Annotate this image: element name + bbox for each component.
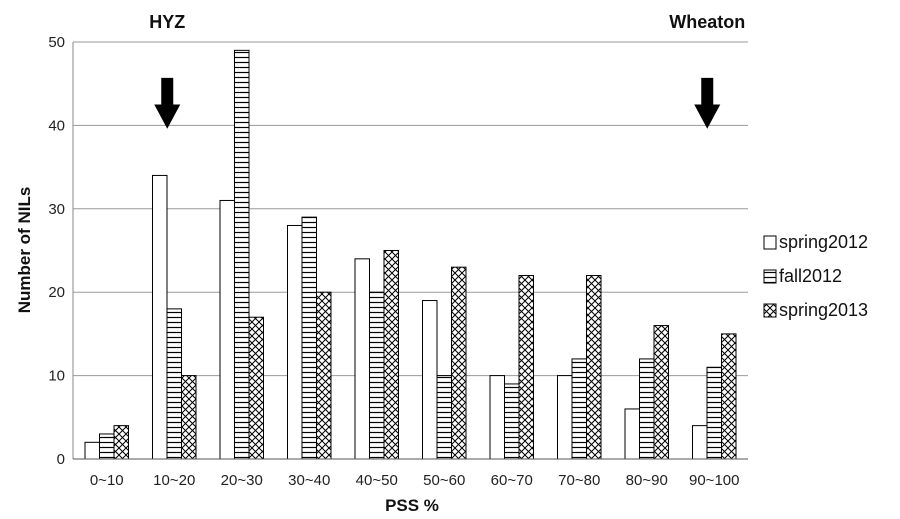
bar-fall2012-60~70 [504,383,520,460]
x-tick-label: 40~50 [356,472,398,489]
bar-spring2013-10~20 [181,375,197,460]
bar-spring2012-50~60 [422,300,438,460]
bar-fall2012-30~40 [301,216,317,460]
y-tick-label: 40 [48,117,65,134]
bar-spring2012-70~80 [557,375,573,460]
bar-fall2012-50~60 [436,375,452,460]
x-tick-label: 20~30 [221,472,263,489]
bar-spring2012-10~20 [152,174,168,460]
x-axis-ticks: 0~10 10~20 20~30 30~40 40~50 50~60 60~70 70~80 8… [90,472,740,489]
annotations: HYZ Wheaton [149,12,745,129]
x-tick-label: 10~20 [153,472,195,489]
y-tick-label: 30 [48,201,65,218]
bar-spring2012-0~10 [84,441,100,460]
x-tick-label: 60~70 [491,472,533,489]
bar-fall2012-70~80 [571,358,587,460]
bar-fall2012-0~10 [99,433,115,460]
legend: spring2012 fall2012 spring2013 [763,232,868,320]
legend-swatch-spring2013 [763,303,777,318]
y-tick-label: 50 [48,34,65,51]
legend-swatch-fall2012 [763,269,777,284]
x-tick-label: 30~40 [288,472,330,489]
bar-spring2013-70~80 [586,275,602,460]
bar-fall2012-20~30 [234,49,250,460]
bar-spring2013-20~30 [248,316,264,460]
down-arrow-icon [154,77,181,129]
bar-fall2012-40~50 [369,291,385,460]
x-tick-label: 80~90 [626,472,668,489]
y-tick-label: 0 [57,451,65,468]
y-axis-title: Number of NILs [15,187,34,314]
bar-spring2013-30~40 [316,291,332,460]
bar-spring2013-90~100 [721,333,737,460]
bars [73,49,748,460]
x-tick-label: 70~80 [558,472,600,489]
y-tick-label: 10 [48,368,65,385]
bar-spring2013-50~60 [451,266,467,460]
legend-label-spring2013: spring2013 [779,300,868,320]
bar-spring2012-20~30 [219,199,235,460]
x-axis-title: PSS % [385,496,439,515]
legend-label-fall2012: fall2012 [779,266,842,286]
bar-spring2013-60~70 [518,275,534,460]
bar-spring2013-40~50 [383,250,399,460]
bar-spring2012-80~90 [624,408,640,460]
x-tick-label: 50~60 [423,472,465,489]
bar-fall2012-10~20 [166,308,182,460]
annotation-label: HYZ [149,12,185,32]
y-axis-ticks: 0 10 20 30 40 50 [48,34,65,468]
legend-swatch-spring2012 [763,235,777,250]
bar-spring2012-30~40 [287,224,303,460]
bar-spring2012-40~50 [354,258,370,460]
bar-spring2013-0~10 [113,425,129,460]
bar-spring2012-90~100 [692,425,708,460]
x-tick-label: 0~10 [90,472,124,489]
bar-spring2012-60~70 [489,375,505,460]
annotation-label: Wheaton [669,12,745,32]
x-tick-label: 90~100 [689,472,739,489]
bar-fall2012-90~100 [706,366,722,460]
bar-spring2013-80~90 [653,325,669,460]
down-arrow-icon [694,77,721,129]
legend-label-spring2012: spring2012 [779,232,868,252]
bar-fall2012-80~90 [639,358,655,460]
y-tick-label: 20 [48,284,65,301]
